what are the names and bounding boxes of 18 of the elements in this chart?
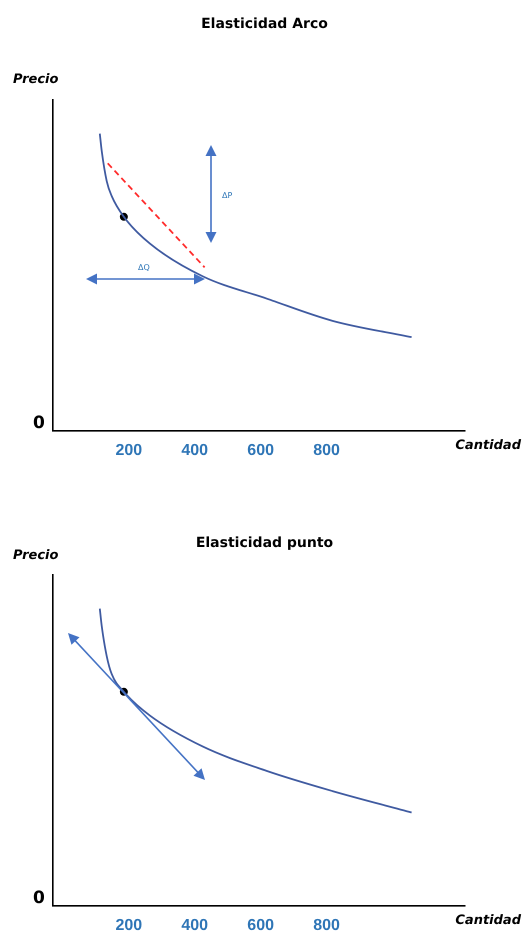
- annotation: ΔQ: [138, 263, 150, 272]
- annotation: ΔP: [222, 191, 232, 200]
- y-axis-title: Precio: [13, 548, 58, 563]
- x-tick-label: 400: [181, 442, 208, 459]
- x-tick-label: 600: [247, 916, 274, 934]
- chart-title: Elasticidad punto: [196, 535, 334, 551]
- x-tick-label: 800: [313, 442, 340, 459]
- chart-title: Elasticidad Arco: [200, 16, 329, 32]
- x-tick-label: 400: [181, 916, 208, 934]
- x-axis-title: Cantidad: [455, 913, 521, 928]
- y-axis-title: Precio: [13, 72, 58, 87]
- x-tick-label: 600: [247, 442, 274, 459]
- x-tick-label: 800: [313, 916, 340, 934]
- x-axis-title: Cantidad: [455, 438, 521, 453]
- text: 0: [33, 413, 45, 433]
- x-tick-label: 200: [115, 916, 142, 934]
- text: 0: [33, 888, 45, 908]
- x-tick-label: 200: [115, 442, 142, 459]
